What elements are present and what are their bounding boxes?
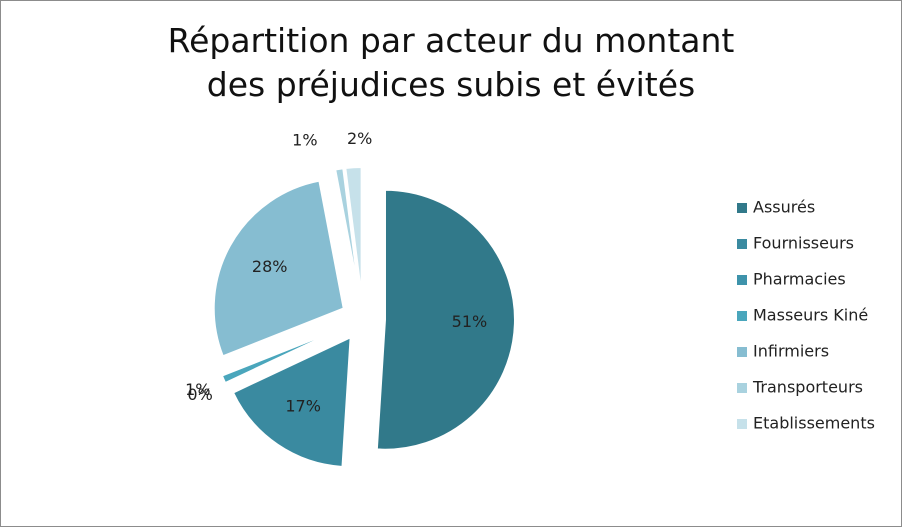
pie-slice <box>220 326 344 385</box>
legend-swatch <box>737 239 747 249</box>
data-label: 51% <box>452 312 488 331</box>
pie-slice <box>212 179 345 358</box>
legend-label: Masseurs Kiné <box>753 306 868 325</box>
pie-slice <box>344 166 363 298</box>
legend-swatch <box>737 275 747 285</box>
data-label: 28% <box>252 257 288 276</box>
legend-swatch <box>737 347 747 357</box>
legend-label: Transporteurs <box>752 378 863 397</box>
legend-label: Pharmacies <box>753 270 846 289</box>
pie-slice <box>334 167 361 298</box>
legend-label: Fournisseurs <box>753 234 854 253</box>
data-label: 1% <box>185 380 210 399</box>
legend-label: Etablissements <box>753 414 875 433</box>
legend-label: Assurés <box>753 198 815 217</box>
legend-swatch <box>737 203 747 213</box>
data-label: 0% <box>187 385 212 404</box>
data-label: 1% <box>292 131 317 150</box>
data-label: 17% <box>285 397 321 416</box>
pie-slice <box>375 188 516 451</box>
legend-label: Infirmiers <box>753 342 829 361</box>
legend-swatch <box>737 419 747 429</box>
legend-swatch <box>737 383 747 393</box>
chart-title: Répartition par acteur du montant des pr… <box>167 21 735 104</box>
legend-swatch <box>737 311 747 321</box>
pie-slice <box>231 335 352 469</box>
data-label: 2% <box>347 129 372 148</box>
